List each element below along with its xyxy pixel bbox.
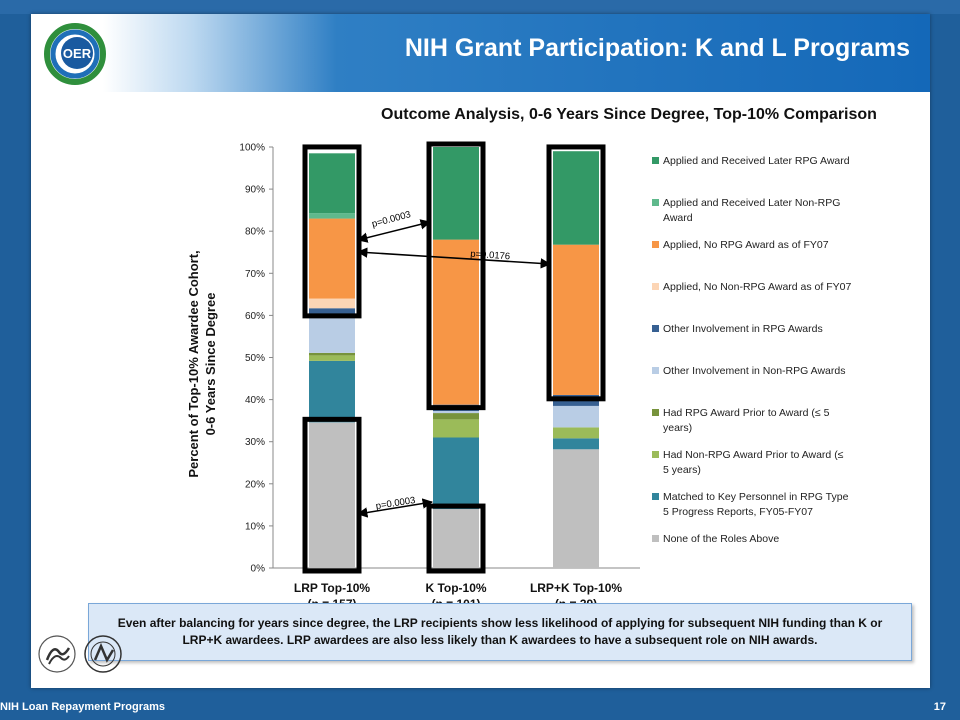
legend-label: Award [663,212,693,224]
legend-swatch [652,325,659,332]
legend-label: Applied, No Non-RPG Award as of FY07 [663,281,851,293]
legend-swatch [652,409,659,416]
legend-swatch [652,283,659,290]
annotation-arrow [356,498,434,518]
bar-segment [309,360,355,423]
legend-label: Other Involvement in Non-RPG Awards [663,365,845,377]
logo-text: OER [63,46,92,61]
bar-segment [309,317,355,353]
callout-box: Even after balancing for years since deg… [88,603,912,661]
bar-segment [433,413,479,420]
x-tick-label: LRP+K Top-10% [530,581,622,595]
hhs-seal-icon [38,635,76,673]
legend-swatch [652,199,659,206]
legend-label: None of the Roles Above [663,533,779,545]
page-number: 17 [933,701,946,713]
bar-segment [309,213,355,219]
bar-segment [433,239,479,405]
legend-label: 5 Progress Reports, FY05-FY07 [663,506,813,518]
y-tick-label: 30% [245,437,265,448]
y-tick-label: 100% [239,143,265,154]
legend-swatch [652,157,659,164]
legend-label: years) [663,422,692,434]
bar-segment [553,427,599,439]
bar-segment [309,352,355,356]
legend-label: Matched to Key Personnel in RPG Type [663,491,849,503]
annotation-arrow [356,219,432,243]
callout-text: Even after balancing for years since deg… [117,616,883,647]
annotation-arrow [356,247,552,269]
highlight-box [426,503,486,574]
bar-segment [433,419,479,438]
legend-label: Applied and Received Later Non-RPG [663,197,840,209]
y-tick-label: 80% [245,227,265,238]
bar-segment [553,244,599,395]
legend-swatch [652,367,659,374]
legend-swatch [652,535,659,542]
bar-segment [433,509,479,568]
legend-swatch [652,451,659,458]
annotation-label: p=0.0003 [371,209,412,230]
highlight-box [426,141,486,411]
bar-segment [553,151,599,245]
highlight-box [546,144,606,402]
x-tick-label: K Top-10% [425,581,486,595]
bar-segment [309,422,355,568]
annotation-label: p=0.0176 [470,249,511,263]
y-axis-label-line2: 0-6 Years Since Degree [203,293,218,436]
y-tick-label: 70% [245,269,265,280]
y-tick-label: 0% [251,564,266,575]
legend-label: Applied, No RPG Award as of FY07 [663,239,829,251]
nih-seal-icon [84,635,122,673]
y-tick-label: 20% [245,479,265,490]
legend-label: Other Involvement in RPG Awards [663,323,823,335]
hhs-nih-seals [38,635,122,673]
bar-segment [433,437,479,510]
y-axis-label-line1: Percent of Top-10% Awardee Cohort, [186,250,201,477]
bar-segment [309,218,355,299]
bar-segment [433,410,479,414]
y-tick-label: 90% [245,185,265,196]
bar-segment [309,298,355,309]
legend-label: Applied and Received Later RPG Award [663,155,850,167]
oer-logo: OER [44,23,106,85]
highlight-box [302,416,362,574]
legend-label: Had RPG Award Prior to Award (≤ 5 [663,407,830,419]
bar-segment [309,153,355,214]
legend-swatch [652,493,659,500]
bar-segment [309,308,355,318]
bar-segment [553,449,599,568]
chart-title: Outcome Analysis, 0-6 Years Since Degree… [381,106,877,123]
y-tick-label: 50% [245,353,265,364]
slide-title: NIH Grant Participation: K and L Program… [404,34,910,62]
y-tick-label: 40% [245,395,265,406]
bar-segment [309,355,355,361]
title-banner: OER NIH Grant Participation: K and L Pro… [31,14,930,92]
legend-label: Had Non-RPG Award Prior to Award (≤ [663,449,844,461]
bar-segment [433,147,479,240]
background-top [0,0,960,14]
footer-program-name: NIH Loan Repayment Programs [0,701,166,713]
legend-swatch [652,241,659,248]
x-tick-label: LRP Top-10% [294,581,371,595]
bar-segment [553,405,599,428]
y-tick-label: 10% [245,521,265,532]
legend-label: 5 years) [663,464,701,476]
y-tick-label: 60% [245,311,265,322]
annotation-label: p=0.0003 [375,495,416,512]
bar-segment [553,438,599,450]
footer-bar: NIH Loan Repayment Programs 17 [0,693,960,720]
